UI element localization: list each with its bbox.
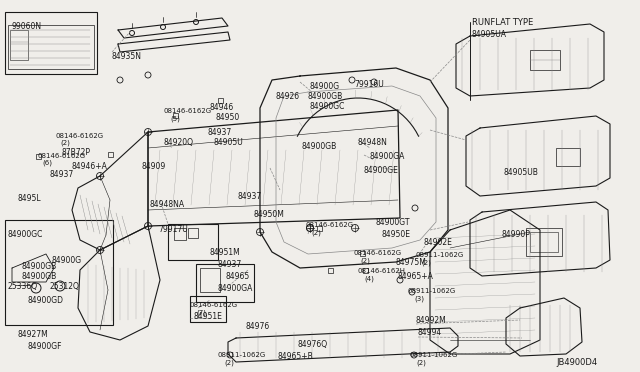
Text: 84900GE: 84900GE [364, 166, 399, 175]
Text: 84900GB: 84900GB [22, 262, 57, 271]
Text: 08911-1062G: 08911-1062G [415, 252, 463, 258]
Bar [173, 112, 177, 118]
Text: 08146-6162G: 08146-6162G [56, 133, 104, 139]
Text: 08146-6162G: 08146-6162G [164, 108, 212, 114]
Bar [360, 250, 365, 256]
Bar [556, 148, 580, 166]
Text: 08146-6162G: 08146-6162G [354, 250, 402, 256]
Text: 84900GC: 84900GC [8, 230, 44, 239]
Text: JB4900D4: JB4900D4 [556, 358, 597, 367]
Text: 84905U: 84905U [214, 138, 244, 147]
Bar [8, 25, 94, 69]
Text: 84948NA: 84948NA [150, 200, 185, 209]
Text: 84994: 84994 [418, 328, 442, 337]
Text: 84935N: 84935N [112, 52, 142, 61]
Text: (2): (2) [416, 359, 426, 366]
Text: 84965+B: 84965+B [278, 352, 314, 361]
Text: 84946+A: 84946+A [72, 162, 108, 171]
Text: 84909: 84909 [142, 162, 166, 171]
Text: 84937: 84937 [208, 128, 232, 137]
Text: (7): (7) [196, 309, 206, 315]
Text: (4): (4) [364, 275, 374, 282]
Text: (2): (2) [60, 140, 70, 147]
Text: 84900GB: 84900GB [302, 142, 337, 151]
Text: 84905UB: 84905UB [504, 168, 539, 177]
Text: 84900G: 84900G [52, 256, 82, 265]
Bar [174, 228, 186, 240]
Text: 8495L: 8495L [18, 194, 42, 203]
Text: 84951M: 84951M [210, 248, 241, 257]
Bar [530, 50, 560, 70]
Text: 99060N: 99060N [12, 22, 42, 31]
Bar [5, 220, 113, 325]
Text: 25312Q: 25312Q [50, 282, 80, 291]
Text: 84900GA: 84900GA [370, 152, 405, 161]
Text: 84950: 84950 [216, 113, 240, 122]
Text: 84951E: 84951E [194, 312, 223, 321]
Bar [328, 267, 333, 273]
Text: 84905UA: 84905UA [472, 30, 507, 39]
Text: 84902E: 84902E [424, 238, 453, 247]
Text: 84900GB: 84900GB [308, 92, 343, 101]
Bar [530, 232, 558, 252]
Text: 08146-6162G: 08146-6162G [305, 222, 353, 228]
Text: 08146-6162G: 08146-6162G [38, 153, 86, 159]
Text: 87B72P: 87B72P [62, 148, 91, 157]
Text: 84900GB: 84900GB [22, 272, 57, 281]
Text: 84948N: 84948N [358, 138, 388, 147]
Text: (2): (2) [224, 359, 234, 366]
Text: 84976: 84976 [246, 322, 270, 331]
Text: 79917U: 79917U [158, 225, 188, 234]
Text: 84900GA: 84900GA [218, 284, 253, 293]
Text: 08146-6162H: 08146-6162H [358, 268, 406, 274]
Text: 84950E: 84950E [381, 230, 410, 239]
Text: 84992M: 84992M [416, 316, 447, 325]
Text: 84920Q: 84920Q [163, 138, 193, 147]
Text: 25336Q: 25336Q [8, 282, 38, 291]
Text: 84900GF: 84900GF [28, 342, 63, 351]
Text: (2): (2) [360, 257, 370, 263]
Text: 84900GC: 84900GC [310, 102, 346, 111]
Text: 84965+A: 84965+A [398, 272, 434, 281]
Text: 84900GD: 84900GD [28, 296, 64, 305]
Text: 84950M: 84950M [254, 210, 285, 219]
Text: 84937: 84937 [218, 260, 243, 269]
Bar [5, 12, 97, 74]
Bar [10, 30, 28, 60]
Bar [317, 225, 321, 231]
Bar [196, 264, 254, 302]
Text: 84900G: 84900G [310, 82, 340, 91]
Text: 79916U: 79916U [354, 80, 384, 89]
Bar [188, 228, 198, 238]
Text: 84976Q: 84976Q [297, 340, 327, 349]
Text: (5): (5) [170, 115, 180, 122]
Text: (2): (2) [421, 259, 431, 266]
Bar [168, 224, 218, 260]
Text: 84946: 84946 [210, 103, 234, 112]
Text: 84926: 84926 [276, 92, 300, 101]
Text: 84965: 84965 [226, 272, 250, 281]
Text: 08911-1062G: 08911-1062G [410, 352, 458, 358]
Bar [218, 97, 223, 103]
Text: (3): (3) [414, 295, 424, 301]
Text: 08911-1062G: 08911-1062G [408, 288, 456, 294]
Text: (2): (2) [311, 229, 321, 235]
Text: 84937: 84937 [238, 192, 262, 201]
Bar [190, 296, 226, 322]
Text: 84990P: 84990P [502, 230, 531, 239]
Text: (6): (6) [42, 160, 52, 167]
Bar [362, 267, 367, 273]
Text: RUNFLAT TYPE: RUNFLAT TYPE [472, 18, 533, 27]
Bar [35, 154, 40, 158]
Text: 84900GT: 84900GT [375, 218, 410, 227]
Text: 84927M: 84927M [18, 330, 49, 339]
Text: 84975M: 84975M [396, 258, 427, 267]
Bar [526, 228, 562, 256]
Text: 08911-1062G: 08911-1062G [218, 352, 266, 358]
Text: 84937: 84937 [50, 170, 74, 179]
Bar [108, 151, 113, 157]
Text: 08146-6162G: 08146-6162G [190, 302, 238, 308]
Bar [200, 268, 220, 292]
